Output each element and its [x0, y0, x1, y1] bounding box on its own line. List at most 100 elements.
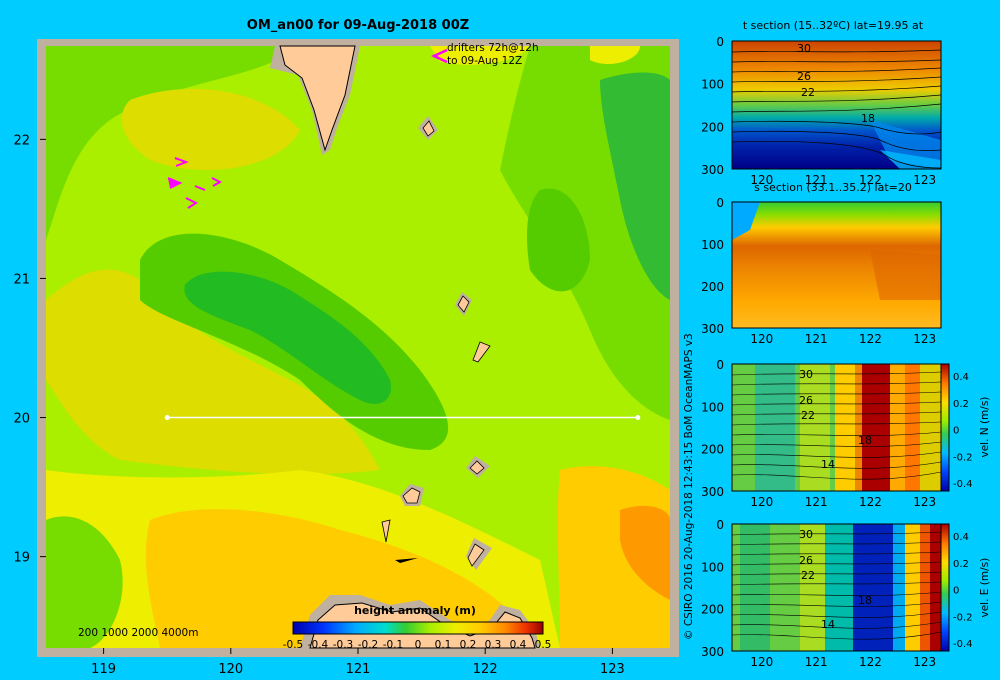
depth-tick-label: 200 [701, 603, 724, 617]
depth-tick-label: 300 [701, 163, 724, 177]
contour-label: 26 [799, 554, 813, 567]
drifter-legend-line2: to 09-Aug 12Z [447, 55, 522, 67]
velocity-cbar-tick: -0.2 [953, 612, 973, 623]
panel-velocity-east-section [731, 523, 950, 652]
colorbar-tick-label: -0.2 [358, 639, 379, 651]
colorbar-tick-label: -0.5 [283, 639, 304, 651]
depth-tick-label: 200 [701, 280, 724, 294]
drifter-arrow-icon [174, 157, 189, 167]
depth-tick-label: 100 [701, 560, 724, 574]
panel-temperature-section: t section (15..32ºC) lat=19.95 at [731, 19, 942, 170]
colorbar-tick-label: -0.4 [308, 639, 329, 651]
contour-label: 22 [801, 409, 815, 422]
contour-label: 14 [821, 458, 835, 471]
contour-label: 30 [797, 42, 811, 55]
drifter-arrow-icon [167, 177, 183, 189]
panel-lon-tick-label: 123 [913, 495, 936, 509]
drifter-arrow-icon [185, 197, 199, 209]
lat-tick-label: 22 [13, 133, 30, 148]
depth-tick-label: 0 [716, 196, 724, 210]
panel-lon-tick-label: 121 [805, 655, 828, 669]
depth-tick-label: 0 [716, 358, 724, 372]
colorbar-tick-label: 0.3 [485, 639, 502, 651]
velocity-cbar-tick: 0.4 [953, 372, 969, 383]
panel-lon-tick-label: 120 [750, 495, 773, 509]
depth-tick-label: 300 [701, 645, 724, 659]
contour-label: 22 [801, 86, 815, 99]
velocity-cbar-label: vel. N (m/s) [979, 397, 991, 458]
colorbar-tick-label: -0.1 [383, 639, 404, 651]
lon-tick-label: 121 [346, 662, 371, 677]
lat-tick-label: 20 [13, 412, 30, 427]
panel2-title: s section (33.1..35.2) lat=20 [754, 181, 912, 194]
drifter-arrow-icon [211, 177, 223, 187]
velocity-cbar-tick: 0.2 [953, 559, 969, 570]
panel-lon-tick-label: 121 [805, 173, 828, 187]
panel-lon-tick-label: 123 [913, 655, 936, 669]
drifter-legend-line1: drifters 72h@12h [447, 42, 539, 54]
lon-tick-label: 122 [473, 662, 498, 677]
contour-label: 18 [858, 434, 872, 447]
panel-lon-tick-label: 120 [750, 332, 773, 346]
contour-label: 26 [799, 394, 813, 407]
height-anomaly-colorbar: height anomaly (m) -0.5 -0.4 -0.3 -0.2 -0.1 0… [283, 604, 552, 651]
panel-salinity-section: s section (33.1..35.2) lat=20 [731, 181, 942, 329]
velocity-cbar-tick: -0.4 [953, 639, 973, 650]
panel-lon-tick-label: 122 [859, 655, 882, 669]
depth-tick-label: 100 [701, 78, 724, 92]
colorbar-tick-label: 0.2 [460, 639, 477, 651]
lat-tick-label: 21 [13, 272, 30, 287]
longitude-axis: 119 120 121 122 123 [91, 648, 625, 677]
panel-lon-tick-label: 120 [750, 173, 773, 187]
panel1-title: t section (15..32ºC) lat=19.95 at [743, 19, 924, 32]
velocity-cbar-tick: 0.2 [953, 399, 969, 410]
panel-lon-tick-label: 123 [913, 173, 936, 187]
colorbar-tick-label: 0.1 [435, 639, 452, 651]
contour-label: 30 [799, 368, 813, 381]
colorbar-tick-label: 0.5 [535, 639, 552, 651]
depth-legend: 200 1000 2000 4000m [78, 627, 198, 639]
drifter-legend-arrow-icon [431, 48, 448, 64]
lon-tick-label: 120 [218, 662, 243, 677]
lon-tick-label: 119 [91, 662, 116, 677]
velocity-cbar-tick: 0.4 [953, 532, 969, 543]
section-end-marker [635, 415, 641, 421]
colorbar-tick-label: 0 [415, 639, 422, 651]
panel-lon-tick-label: 121 [805, 495, 828, 509]
contour-label: 18 [858, 594, 872, 607]
panel-lon-tick-label: 120 [750, 655, 773, 669]
lat-tick-label: 19 [13, 551, 30, 566]
contour-label: 26 [797, 70, 811, 83]
latitude-axis: 22 21 20 19 [13, 133, 46, 566]
map-frame [37, 39, 679, 657]
panel-lon-tick-label: 121 [805, 332, 828, 346]
velocity-cbar-tick: -0.2 [953, 452, 973, 463]
contour-label: 14 [821, 618, 835, 631]
contour-label: 30 [799, 528, 813, 541]
panel-velocity-north-section [731, 363, 950, 492]
colorbar-tick-label: -0.3 [333, 639, 354, 651]
map-title: OM_an00 for 09-Aug-2018 00Z [247, 18, 469, 33]
contour-label: 22 [801, 569, 815, 582]
panel-lon-tick-label: 123 [913, 332, 936, 346]
depth-tick-label: 100 [701, 400, 724, 414]
panel-lon-tick-label: 122 [859, 332, 882, 346]
drifter-arrow-icon [194, 185, 206, 191]
contour-label: 18 [861, 112, 875, 125]
height-anomaly-field [46, 45, 670, 649]
credit-text: © CSIRO 2016 20-Aug-2018 12:43:15 BoM Oc… [683, 333, 695, 640]
depth-tick-label: 0 [716, 35, 724, 49]
section-start-marker [164, 415, 170, 421]
lon-tick-label: 123 [600, 662, 625, 677]
panel-lon-tick-label: 122 [859, 173, 882, 187]
depth-tick-label: 200 [701, 443, 724, 457]
panel-lon-tick-label: 122 [859, 495, 882, 509]
colorbar-tick-label: 0.4 [510, 639, 527, 651]
depth-tick-label: 300 [701, 485, 724, 499]
depth-tick-label: 300 [701, 322, 724, 336]
velocity-cbar-tick: 0 [953, 586, 959, 597]
depth-tick-label: 0 [716, 518, 724, 532]
velocity-cbar-tick: -0.4 [953, 479, 973, 490]
